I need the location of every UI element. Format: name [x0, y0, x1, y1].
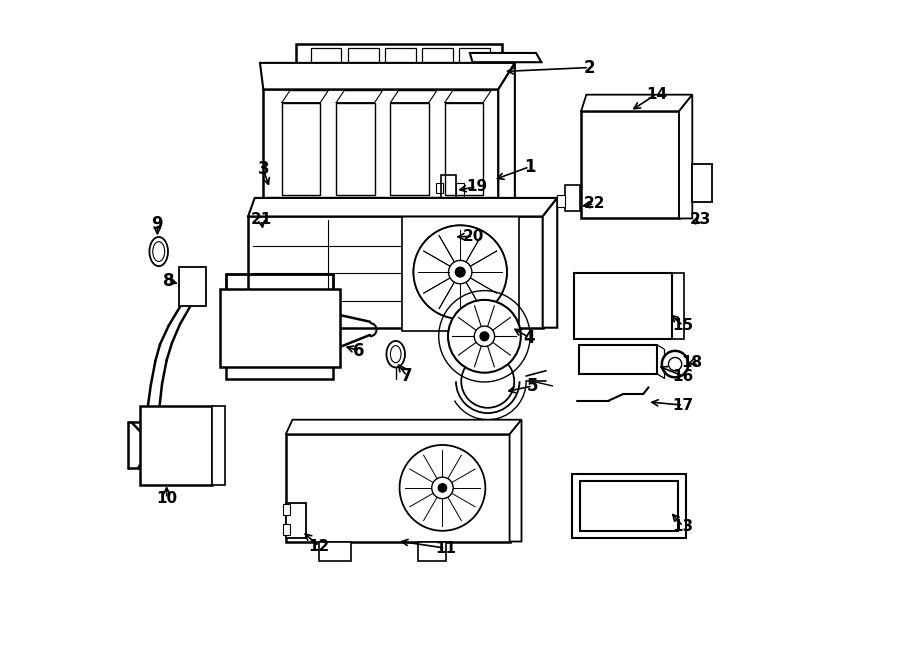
Ellipse shape	[386, 341, 405, 367]
Text: 11: 11	[435, 541, 456, 555]
Text: 6: 6	[353, 342, 364, 360]
Bar	[422, 48, 453, 77]
Bar	[286, 434, 509, 542]
Bar	[248, 216, 543, 328]
Polygon shape	[680, 95, 692, 218]
Bar	[391, 103, 428, 195]
Bar	[438, 223, 454, 248]
Bar	[692, 164, 712, 203]
Circle shape	[480, 332, 489, 341]
Polygon shape	[672, 273, 684, 339]
Text: 5: 5	[527, 377, 538, 395]
Bar	[433, 234, 439, 243]
Bar	[557, 195, 565, 207]
Bar	[178, 267, 206, 306]
Bar	[212, 406, 225, 485]
Circle shape	[455, 267, 465, 277]
Bar	[284, 524, 290, 535]
Polygon shape	[543, 198, 557, 328]
Bar	[456, 183, 464, 197]
Text: 10: 10	[156, 491, 177, 506]
Bar	[580, 481, 678, 531]
Text: 2: 2	[583, 58, 595, 77]
Circle shape	[400, 445, 485, 531]
Polygon shape	[574, 331, 684, 339]
Circle shape	[438, 484, 446, 492]
Bar	[220, 289, 340, 367]
Text: 15: 15	[672, 318, 694, 333]
Ellipse shape	[149, 237, 168, 266]
Text: 21: 21	[251, 213, 272, 227]
Bar	[319, 542, 351, 561]
Polygon shape	[470, 53, 542, 62]
Text: 13: 13	[672, 519, 694, 534]
Polygon shape	[581, 95, 692, 111]
Bar	[282, 103, 320, 195]
Bar	[140, 406, 212, 485]
Circle shape	[462, 355, 514, 408]
Bar	[564, 185, 580, 211]
Bar	[574, 273, 672, 339]
Text: 3: 3	[257, 160, 269, 179]
Circle shape	[413, 225, 507, 319]
Bar	[418, 542, 446, 561]
Circle shape	[662, 351, 688, 377]
Text: 18: 18	[681, 355, 702, 370]
Circle shape	[432, 477, 454, 498]
Bar	[264, 89, 499, 212]
Bar	[581, 111, 680, 218]
Bar	[255, 221, 274, 253]
Circle shape	[455, 267, 465, 277]
Text: 17: 17	[672, 398, 694, 412]
Bar	[296, 44, 501, 82]
Bar	[445, 103, 483, 195]
Bar	[401, 213, 518, 331]
Bar	[579, 345, 657, 374]
Bar	[348, 48, 379, 77]
Bar	[572, 474, 686, 538]
Text: 20: 20	[463, 229, 484, 244]
Polygon shape	[248, 198, 557, 216]
Circle shape	[474, 326, 495, 346]
Text: 8: 8	[163, 271, 175, 290]
Bar	[336, 103, 374, 195]
Polygon shape	[286, 420, 521, 434]
Text: 14: 14	[646, 87, 667, 101]
Text: 4: 4	[524, 328, 536, 347]
Bar	[436, 183, 443, 193]
Bar	[385, 48, 416, 77]
Text: 1: 1	[524, 158, 536, 176]
Text: 22: 22	[583, 197, 605, 211]
Bar	[441, 175, 456, 200]
Bar	[248, 237, 256, 245]
Bar	[284, 504, 290, 515]
Bar	[454, 234, 463, 246]
Text: 16: 16	[672, 369, 694, 383]
Bar	[459, 48, 490, 77]
Circle shape	[448, 260, 472, 284]
Text: 12: 12	[309, 539, 329, 553]
Text: 7: 7	[401, 367, 413, 385]
Bar	[311, 48, 341, 77]
Text: 23: 23	[689, 213, 711, 227]
Polygon shape	[260, 63, 515, 89]
Polygon shape	[499, 63, 515, 212]
Text: 19: 19	[466, 179, 487, 194]
Circle shape	[448, 300, 521, 373]
Bar	[286, 503, 306, 538]
Text: 9: 9	[151, 214, 163, 233]
Circle shape	[413, 225, 507, 319]
Polygon shape	[509, 420, 521, 542]
